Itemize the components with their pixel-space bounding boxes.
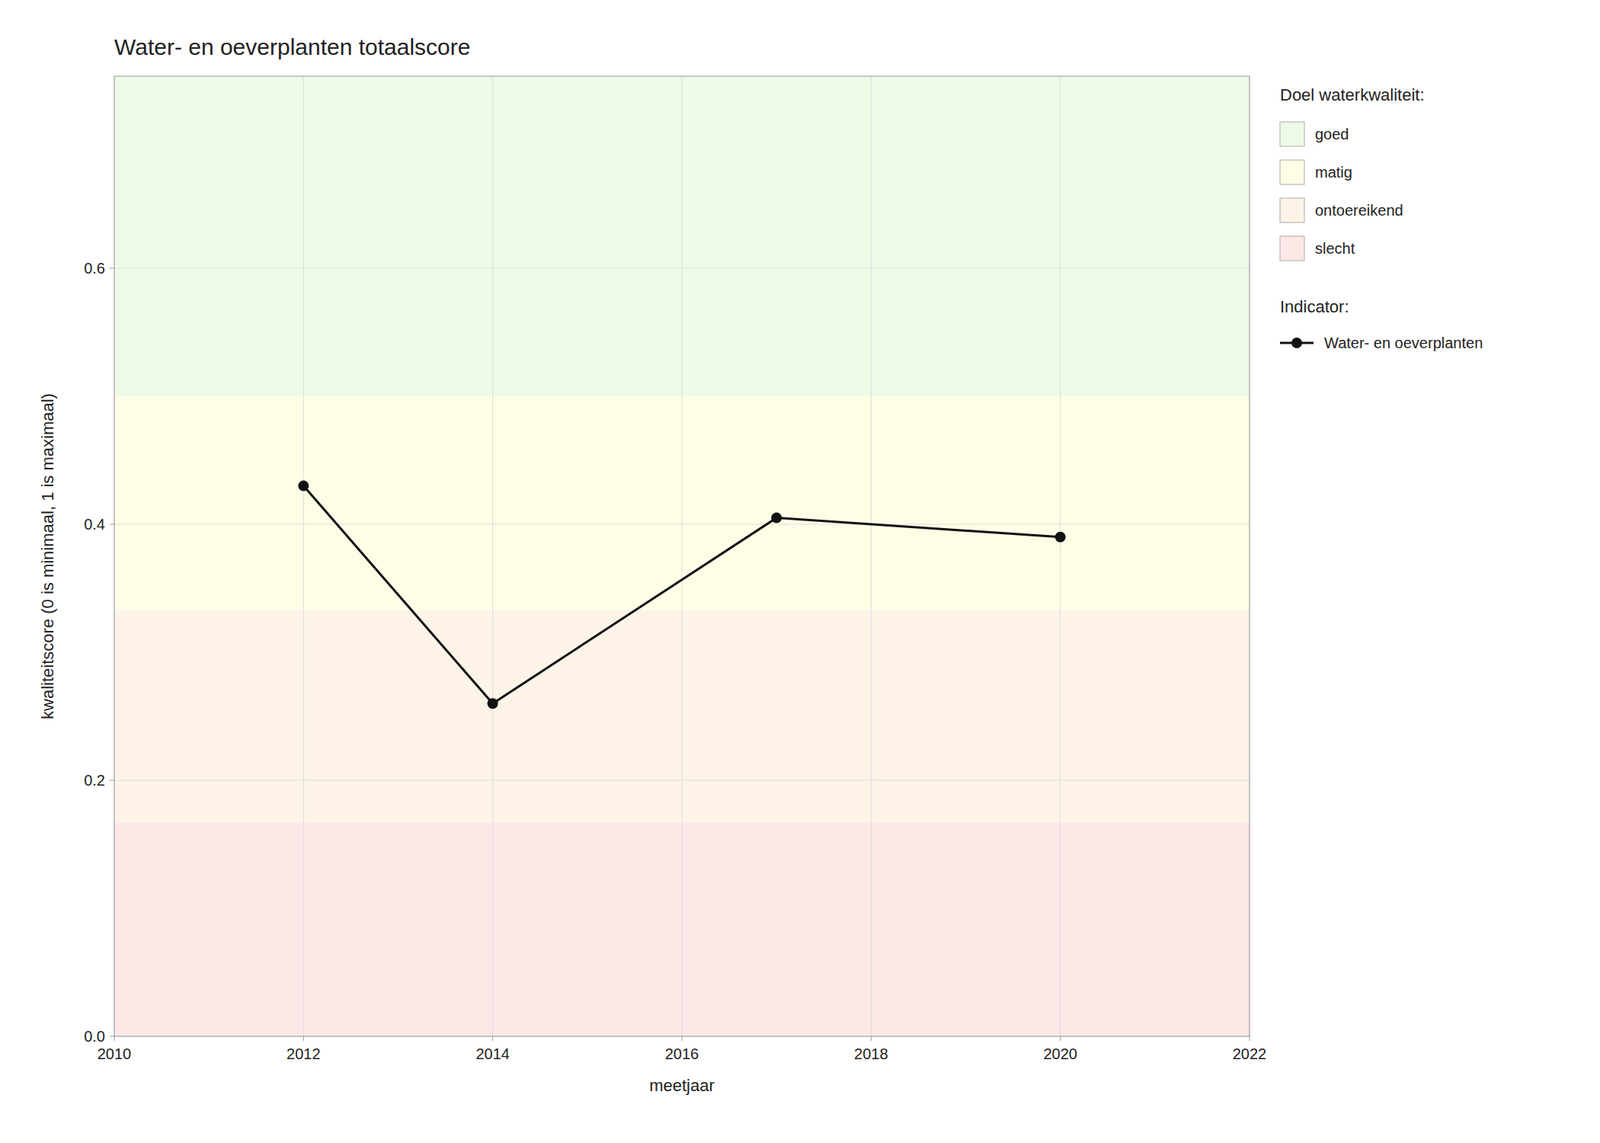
tick-y: [109, 524, 115, 525]
legend-marker: [1291, 337, 1303, 349]
grid-line-x: [303, 76, 304, 1037]
bands: [114, 76, 1250, 1037]
tick-label-y: 0.0: [83, 1027, 106, 1045]
grid-line-y: [114, 780, 1250, 781]
legend-title: Doel waterkwaliteit:: [1280, 85, 1425, 105]
grid-line-x: [870, 76, 872, 1037]
tick-label-x: 2022: [1232, 1045, 1268, 1063]
legend-label: Water- en oeverplanten: [1324, 334, 1483, 352]
x-axis-label: meetjaar: [649, 1075, 715, 1095]
axes: 2010 2012 2014 2016 2018 2020 2022 0.0 0.2 0.4 0.6: [83, 259, 1267, 1063]
tick-y: [109, 268, 115, 269]
series-group: [297, 480, 1066, 710]
tick-x: [114, 1036, 116, 1041]
grid-line-x: [681, 76, 683, 1037]
y-axis-label: kwaliteitscore (0 is minimaal, 1 is maxi…: [38, 393, 58, 720]
tick-y: [109, 780, 115, 781]
tick-label-x: 2016: [665, 1045, 700, 1063]
chart-container: 2010 2012 2014 2016 2018 2020 2022 0.0 0.2 0.4 0.6…: [0, 0, 1600, 1143]
tick-label-y: 0.4: [83, 515, 106, 533]
tick-label-y: 0.6: [83, 259, 106, 277]
data-point: [771, 512, 782, 524]
plot-frame: [114, 76, 1250, 1037]
grid: [114, 76, 1250, 1037]
tick-x: [303, 1036, 304, 1041]
tick-x: [1249, 1036, 1251, 1041]
legend-title: Indicator:: [1280, 297, 1350, 317]
tick-y: [109, 1036, 115, 1037]
chart-title: Water- en oeverplanten totaalscore: [114, 34, 471, 60]
tick-label-x: 2012: [286, 1045, 321, 1063]
legend-label: slecht: [1315, 240, 1356, 257]
grid-line-y: [114, 524, 1250, 525]
legend: Doel waterkwaliteit: goed matig ontoereiken…: [1280, 85, 1483, 352]
grid-line-x: [492, 76, 493, 1037]
legend-label: matig: [1315, 163, 1353, 181]
data-point: [487, 697, 499, 709]
legend-swatch: [1280, 121, 1305, 147]
legend-swatch: [1280, 160, 1305, 185]
grid-line-y: [114, 268, 1250, 269]
tick-x: [1059, 1036, 1061, 1041]
legend-swatch: [1280, 198, 1305, 223]
tick-x: [492, 1036, 493, 1041]
legend-label: goed: [1315, 125, 1350, 143]
legend-label: ontoereikend: [1315, 201, 1404, 219]
tick-label-x: 2018: [854, 1045, 889, 1063]
tick-x: [681, 1036, 683, 1041]
tick-label-x: 2014: [475, 1045, 510, 1063]
tick-label-x: 2020: [1043, 1045, 1078, 1063]
data-point: [1055, 531, 1066, 543]
tick-x: [870, 1036, 872, 1041]
grid-line-x: [1059, 76, 1061, 1037]
tick-label-y: 0.2: [83, 771, 106, 789]
tick-label-x: 2010: [97, 1045, 132, 1063]
chart: 2010 2012 2014 2016 2018 2020 2022 0.0 0.2 0.4 0.6…: [0, 0, 1600, 1143]
series-line: [303, 486, 1060, 704]
legend-swatch: [1280, 236, 1305, 261]
data-point: [297, 480, 309, 492]
